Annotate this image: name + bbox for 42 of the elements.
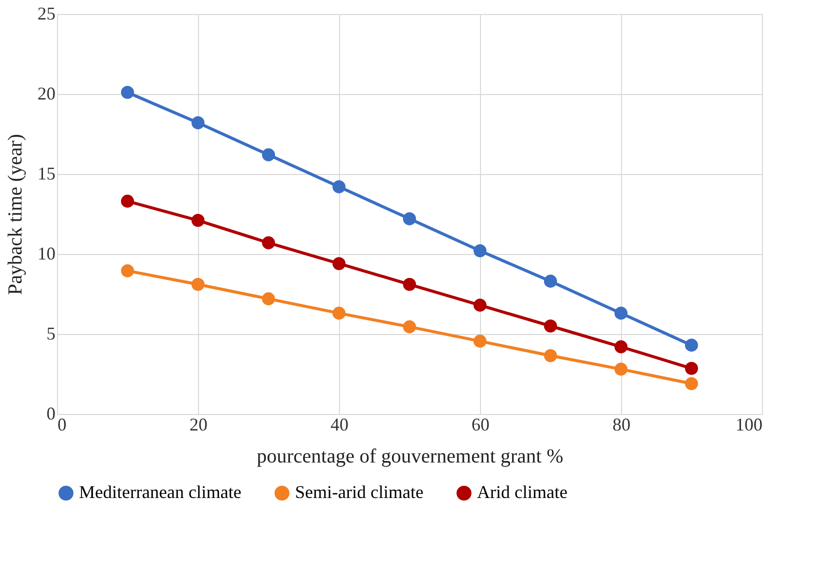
point: [614, 362, 628, 376]
point: [614, 340, 628, 354]
legend-label: Arid climate: [477, 482, 568, 502]
point: [684, 362, 698, 375]
point: [402, 320, 416, 334]
point: [332, 306, 346, 320]
point: [544, 274, 558, 288]
x-tick-label: 60: [472, 414, 490, 434]
point: [120, 194, 134, 208]
point: [262, 236, 276, 250]
point: [402, 278, 416, 291]
point: [614, 306, 628, 320]
y-tick-label: 10: [38, 244, 56, 264]
point: [262, 292, 276, 306]
point: [191, 278, 205, 291]
point: [120, 86, 134, 99]
x-tick-label: 20: [190, 414, 208, 434]
point: [120, 264, 134, 278]
y-tick-label: 5: [46, 324, 56, 344]
point: [191, 116, 205, 130]
point: [262, 148, 276, 162]
legend-label: Mediterranean climate: [79, 482, 242, 502]
point: [544, 349, 558, 362]
point: [402, 212, 416, 226]
point: [332, 257, 346, 270]
x-tick-label: 100: [736, 414, 762, 434]
legend-label: Semi-arid climate: [295, 482, 424, 502]
point: [473, 334, 487, 348]
y-tick-label: 15: [38, 164, 56, 184]
y-tick-label: 20: [38, 84, 56, 104]
point: [684, 338, 698, 352]
x-tick-label: 80: [612, 414, 630, 434]
x-axis-title: pourcentage of gouvernement grant %: [256, 446, 564, 468]
y-tick-label: 25: [38, 4, 56, 24]
x-tick-label: 40: [330, 414, 348, 434]
point: [191, 214, 205, 227]
y-axis-title: Payback time (year): [4, 134, 26, 296]
point: [684, 377, 698, 390]
point: [544, 319, 558, 333]
point: [473, 244, 487, 258]
point: [473, 298, 487, 312]
point: [332, 180, 346, 194]
